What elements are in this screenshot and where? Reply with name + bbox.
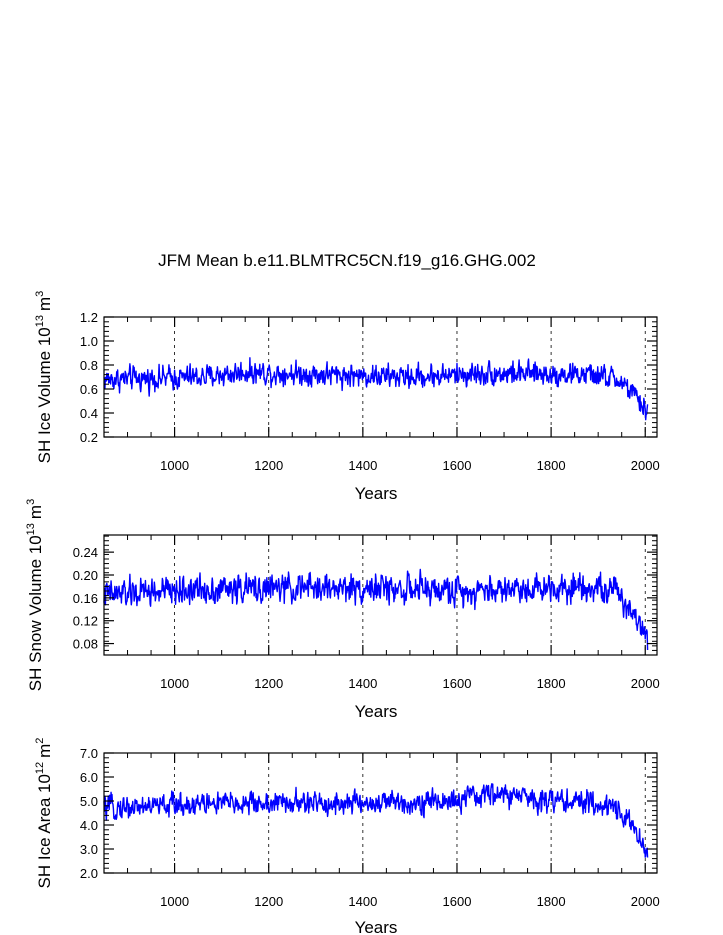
x-tick-label: 1400	[348, 894, 377, 909]
x-axis-label: Years	[355, 702, 398, 721]
x-tick-label: 2000	[631, 676, 660, 691]
y-axis-label-text: SH Ice Volume 10	[35, 327, 54, 463]
y-axis-label-unit: m	[26, 505, 45, 519]
plot-frame	[103, 534, 658, 656]
plot-area: 1000 1200 1400 1600 1800 2000 0.08 0.12 0.16 0.20…	[73, 534, 660, 691]
y-tick-label: 2.0	[80, 866, 98, 881]
y-tick-label: 7.0	[80, 746, 98, 761]
series-line-sh-ice-volume	[103, 357, 649, 421]
x-tick-label: 1000	[160, 894, 189, 909]
y-tick-label: 0.24	[73, 545, 98, 560]
y-tick-label: 0.08	[73, 637, 98, 652]
x-tick-label: 1600	[443, 676, 472, 691]
svg-text:SH Ice Volume 1013m3: SH Ice Volume 1013 m3	[34, 291, 54, 464]
plot-frame	[103, 752, 658, 874]
svg-text:SH Snow Volume 1013m3: SH Snow Volume 1013 m3	[25, 499, 45, 691]
x-tick-label: 1600	[443, 894, 472, 909]
y-axis-label-text: SH Snow Volume 10	[26, 535, 45, 691]
y-axis-label-unit: m	[35, 297, 54, 311]
y-axis-label-unit-exponent: 3	[34, 291, 46, 297]
x-tick-label: 1200	[254, 676, 283, 691]
plot-area: 1000 1200 1400 1600 1800 2000 0.2 0.4 0.6 0.8 1.0 1…	[80, 310, 660, 473]
y-tick-label: 0.8	[80, 358, 98, 373]
x-axis-label: Years	[355, 918, 398, 935]
y-axis-label: SH Ice Area 1012 m2	[34, 738, 54, 889]
x-tick-label: 1200	[254, 458, 283, 473]
x-tick-label: 1000	[160, 458, 189, 473]
figure-title: JFM Mean b.e11.BLMTRC5CN.f19_g16.GHG.002	[158, 251, 536, 270]
x-tick-label: 1200	[254, 894, 283, 909]
y-axis-label-exponent: 12	[34, 762, 46, 774]
y-tick-label: 0.16	[73, 591, 98, 606]
y-tick-label: 0.12	[73, 614, 98, 629]
y-tick-label: 0.20	[73, 568, 98, 583]
plot-frame	[103, 316, 658, 438]
y-axis-label-exponent: 13	[34, 315, 46, 327]
series-line-sh-ice-area	[103, 783, 649, 858]
y-tick-label: 4.0	[80, 818, 98, 833]
panel-ice-area: 1000 1200 1400 1600 1800 2000 2.0 3.0 4.0 5.0 6.0 7…	[34, 738, 660, 935]
y-axis-label-unit: m	[35, 744, 54, 758]
y-axis-label: SH Ice Volume 1013 m3	[34, 291, 54, 464]
x-tick-label: 2000	[631, 458, 660, 473]
x-tick-label: 2000	[631, 894, 660, 909]
y-tick-label: 0.6	[80, 382, 98, 397]
x-tick-label: 1800	[537, 676, 566, 691]
x-tick-label: 1600	[443, 458, 472, 473]
x-tick-label: 1400	[348, 458, 377, 473]
x-tick-label: 1800	[537, 894, 566, 909]
y-tick-label: 0.4	[80, 406, 98, 421]
y-axis-label-unit-exponent: 3	[25, 499, 37, 505]
x-axis-label: Years	[355, 484, 398, 503]
y-axis-label-text: SH Ice Area 10	[35, 774, 54, 888]
svg-text:SH Ice Area 1012m2: SH Ice Area 1012 m2	[34, 738, 54, 889]
series-line-sh-snow-volume	[103, 568, 649, 650]
y-tick-label: 5.0	[80, 794, 98, 809]
y-axis-label-unit-exponent: 2	[34, 738, 46, 744]
y-tick-label: 1.0	[80, 334, 98, 349]
y-axis-label: SH Snow Volume 1013 m3	[25, 499, 45, 691]
y-tick-label: 1.2	[80, 310, 98, 325]
plot-area: 1000 1200 1400 1600 1800 2000 2.0 3.0 4.0 5.0 6.0 7…	[80, 746, 660, 909]
y-tick-label: 6.0	[80, 770, 98, 785]
x-tick-label: 1000	[160, 676, 189, 691]
x-tick-label: 1800	[537, 458, 566, 473]
y-tick-label: 0.2	[80, 430, 98, 445]
y-axis-label-exponent: 13	[25, 523, 37, 535]
panel-ice-volume: 1000 1200 1400 1600 1800 2000 0.2 0.4 0.6 0.8 1.0 1…	[34, 291, 660, 503]
y-tick-label: 3.0	[80, 842, 98, 857]
panel-snow-volume: 1000 1200 1400 1600 1800 2000 0.08 0.12 0.16 0.20…	[25, 499, 660, 721]
x-tick-label: 1400	[348, 676, 377, 691]
